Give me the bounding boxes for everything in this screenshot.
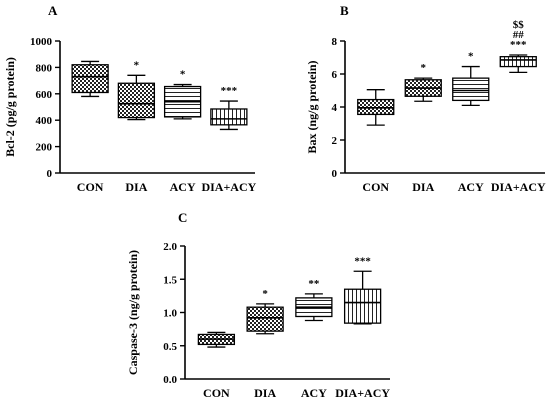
significance-label: $$ [513,19,525,31]
y-tick-label: 200 [36,142,53,154]
y-tick-label: 2 [332,135,338,147]
significance-label: * [134,59,140,71]
box-con [71,60,109,98]
x-tick-label: ACY [458,180,484,194]
x-tick-label: DIA [254,386,276,400]
significance-label: ## [513,29,525,41]
panel-a: A 0 200 400 600 800 1000 Bcl-2 (pg/g protein) CO… [3,3,257,194]
y-tick-label: 600 [36,89,53,101]
panel-label: C [178,210,187,225]
y-tick-label: 8 [332,36,338,48]
y-axis-label: Bcl-2 (pg/g protein) [3,57,17,157]
x-tick-label: ACY [301,386,327,400]
panel-c: C 0.0 0.5 1.0 1.5 2.0 Caspase-3 (ng/g protein)… [126,210,390,400]
box-acy: * [452,51,490,106]
significance-label: * [421,62,427,74]
x-tick-label: DIA [412,180,434,194]
box-dia: * [404,62,442,102]
y-tick-label: 1000 [30,36,53,48]
box-iqr [117,82,156,119]
y-tick-label: 0 [332,168,338,180]
x-tick-label: CON [203,386,230,400]
significance-label: *** [354,255,371,267]
box-con [197,331,236,348]
y-tick-label: 0.0 [163,374,177,386]
x-tick-label: DIA+ACY [335,386,390,400]
y-tick-label: 4 [332,102,338,114]
significance-label: *** [510,39,527,51]
x-tick-label: DIA+ACY [201,180,256,194]
y-tick-label: 2.0 [163,241,177,253]
box-iqr [357,98,395,116]
box-iqr [246,306,284,332]
box-dia: * [117,59,156,121]
y-tick-label: 800 [36,62,53,74]
panel-b: B 0 2 4 6 8 Bax (ng/g protein) CON * DIA * ACY ***##… [305,3,546,194]
box-dia-acy: *** [343,255,382,325]
box-iqr [499,56,537,68]
significance-label: ** [308,278,320,290]
box-dia: * [246,288,284,335]
significance-label: *** [221,85,238,97]
panel-label: A [48,3,58,18]
x-tick-label: DIA [125,180,147,194]
y-tick-label: 0 [47,168,53,180]
significance-label: * [180,69,186,81]
y-tick-label: 0.5 [163,341,177,353]
y-tick-label: 6 [332,69,338,81]
y-tick-label: 1.0 [163,308,177,320]
box-acy: ** [295,278,333,322]
y-tick-label: 1.5 [163,274,177,286]
box-con [357,89,395,126]
x-tick-label: CON [362,180,389,194]
y-axis-label: Caspase-3 (ng/g protein) [126,250,140,375]
y-axis-label: Bax (ng/g protein) [305,60,319,153]
x-tick-label: ACY [170,180,196,194]
panel-label: B [340,3,349,18]
box-dia-acy: *** [210,85,248,131]
y-tick-label: 400 [36,115,53,127]
box-dia-acy: ***##$$ [499,19,537,73]
box-iqr [210,108,248,126]
x-tick-label: CON [77,180,104,194]
box-acy: * [163,69,202,120]
x-tick-label: DIA+ACY [491,180,546,194]
box-iqr [71,64,109,94]
box-iqr [343,288,382,324]
significance-label: * [468,51,474,63]
significance-label: * [262,288,268,300]
box-iqr [452,77,490,102]
